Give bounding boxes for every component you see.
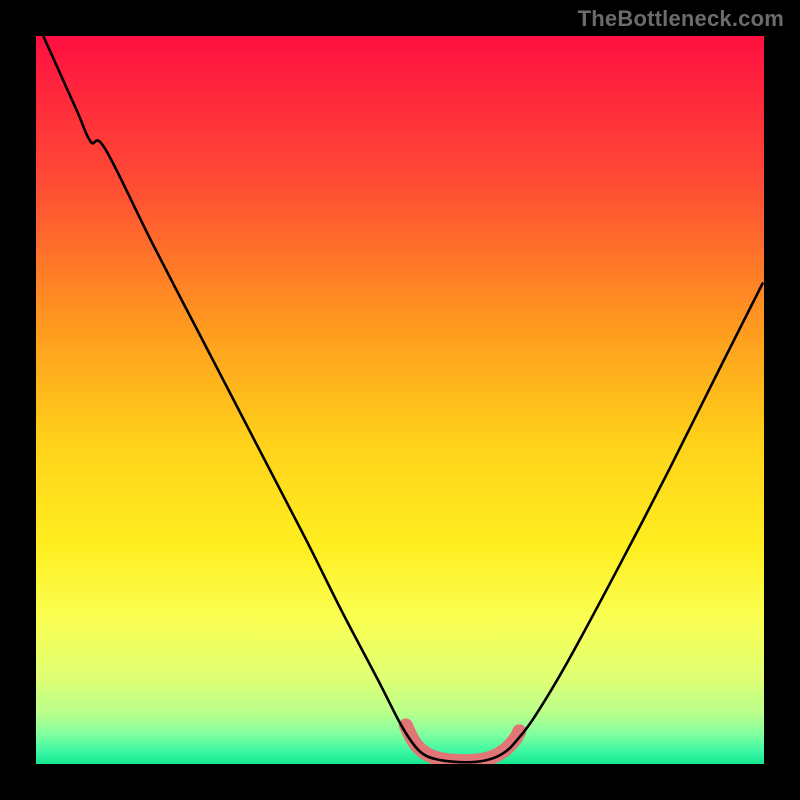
curve-layer bbox=[36, 36, 764, 764]
bottleneck-curve bbox=[43, 36, 762, 762]
watermark-text: TheBottleneck.com bbox=[578, 6, 784, 32]
chart-frame: TheBottleneck.com bbox=[0, 0, 800, 800]
plot-area bbox=[36, 36, 764, 764]
bottleneck-highlight bbox=[406, 725, 520, 761]
